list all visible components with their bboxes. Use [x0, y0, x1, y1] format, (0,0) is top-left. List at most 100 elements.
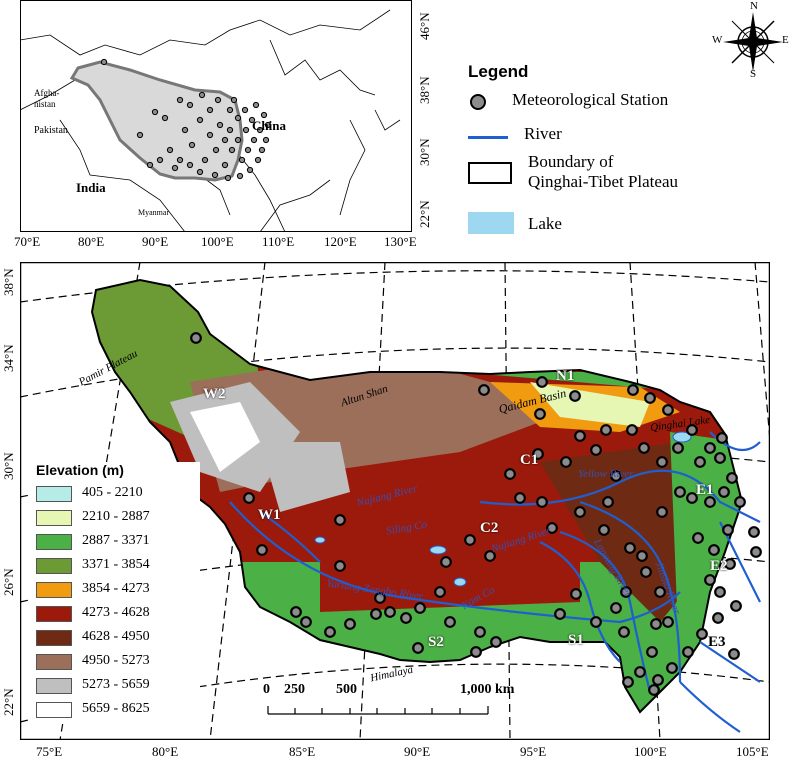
station-marker [724, 558, 736, 570]
legend: Legend Meteorological Station River Boun… [468, 62, 768, 242]
station-marker [412, 642, 424, 654]
station-marker [161, 114, 169, 122]
station-marker [464, 534, 476, 546]
station-marker [334, 560, 346, 572]
elevation-swatch [36, 558, 72, 574]
elevation-swatch [36, 654, 72, 670]
station-marker [648, 684, 660, 696]
station-marker [234, 136, 242, 144]
station-marker [656, 506, 668, 518]
main-lon-tick: 75°E [36, 744, 63, 759]
station-marker [151, 108, 159, 116]
station-marker [238, 156, 246, 164]
inset-label-china: China [252, 118, 286, 133]
station-marker [176, 96, 184, 104]
elevation-swatch [36, 630, 72, 646]
station-marker [374, 592, 386, 604]
scale-bar [267, 706, 489, 715]
legend-river-label: River [524, 124, 562, 143]
station-marker [662, 616, 674, 628]
station-marker [243, 492, 255, 504]
elevation-range-label: 4950 - 5273 [82, 653, 150, 668]
station-marker [536, 496, 548, 508]
station-marker [324, 626, 336, 638]
legend-title: Legend [468, 62, 529, 81]
station-marker [470, 646, 482, 658]
station-marker [674, 486, 686, 498]
station-marker [254, 156, 262, 164]
station-marker [618, 626, 630, 638]
station-marker [228, 146, 236, 154]
station-marker [560, 456, 572, 468]
station-marker [256, 126, 264, 134]
station-marker [201, 156, 209, 164]
station-marker [504, 468, 516, 480]
station-marker [224, 174, 232, 182]
region-label-e3: E3 [708, 634, 726, 650]
region-label-s1: S1 [568, 632, 584, 648]
station-marker [574, 430, 586, 442]
station-marker [244, 146, 252, 154]
inset-stations [100, 58, 272, 182]
main-stations [190, 332, 762, 696]
station-marker [440, 556, 452, 568]
station-marker [696, 628, 708, 640]
scale-label: 1,000 km [460, 682, 515, 697]
elevation-range-label: 4273 - 4628 [82, 605, 150, 620]
main-lon-tick: 85°E [289, 744, 316, 759]
station-marker [638, 442, 650, 454]
inset-lon-tick: 100°E [201, 234, 234, 249]
station-marker [627, 384, 639, 396]
station-marker [656, 456, 668, 468]
station-marker [370, 608, 382, 620]
station-marker [156, 156, 164, 164]
station-marker [704, 496, 716, 508]
station-marker [694, 456, 706, 468]
station-marker [171, 164, 179, 172]
elevation-range-label: 2887 - 3371 [82, 533, 150, 548]
inset-lon-tick: 130°E [384, 234, 417, 249]
scale-label: 500 [336, 682, 357, 697]
station-marker [384, 606, 396, 618]
station-marker [206, 106, 214, 114]
plateau-boundary [90, 278, 744, 714]
station-marker [484, 550, 496, 562]
main-lat-tick: 38°N [1, 268, 16, 296]
elevation-range-label: 5273 - 5659 [82, 677, 150, 692]
inset-lat-tick: 30°N [417, 138, 432, 166]
station-marker [206, 131, 214, 139]
elevation-range-label: 405 - 2210 [82, 485, 143, 500]
legend-boundary-line1: Boundary of [528, 152, 614, 171]
station-marker [252, 101, 260, 109]
main-lon-tick: 80°E [152, 744, 179, 759]
station-marker [626, 424, 638, 436]
elevation-swatch [36, 534, 72, 550]
station-marker [234, 114, 242, 122]
scale-label: 250 [284, 682, 305, 697]
station-marker [646, 646, 658, 658]
station-marker [712, 612, 724, 624]
inset-lat-tick: 22°N [417, 200, 432, 228]
legend-boundary-line2: Qinghai-Tibet Plateau [528, 172, 678, 191]
inset-lon-tick: 70°E [14, 234, 41, 249]
station-marker [692, 532, 704, 544]
elevation-legend-title: Elevation (m) [36, 462, 124, 478]
inset-map-svg [19, 0, 412, 233]
region-label-e1: E1 [696, 482, 714, 498]
elevation-swatch [36, 702, 72, 718]
station-marker [730, 600, 742, 612]
region-label-s2: S2 [428, 634, 444, 650]
station-marker [569, 390, 581, 402]
compass-n: N [750, 0, 758, 12]
station-marker [536, 376, 548, 388]
station-marker [226, 106, 234, 114]
station-marker [634, 666, 646, 678]
region-label-c2: C2 [480, 520, 499, 536]
station-marker [748, 526, 760, 538]
station-marker [716, 432, 728, 444]
station-marker [414, 602, 426, 614]
station-marker [444, 616, 456, 628]
region-label-n1: N1 [556, 368, 575, 384]
inset-lat-tick: 38°N [417, 76, 432, 104]
station-marker [258, 146, 266, 154]
